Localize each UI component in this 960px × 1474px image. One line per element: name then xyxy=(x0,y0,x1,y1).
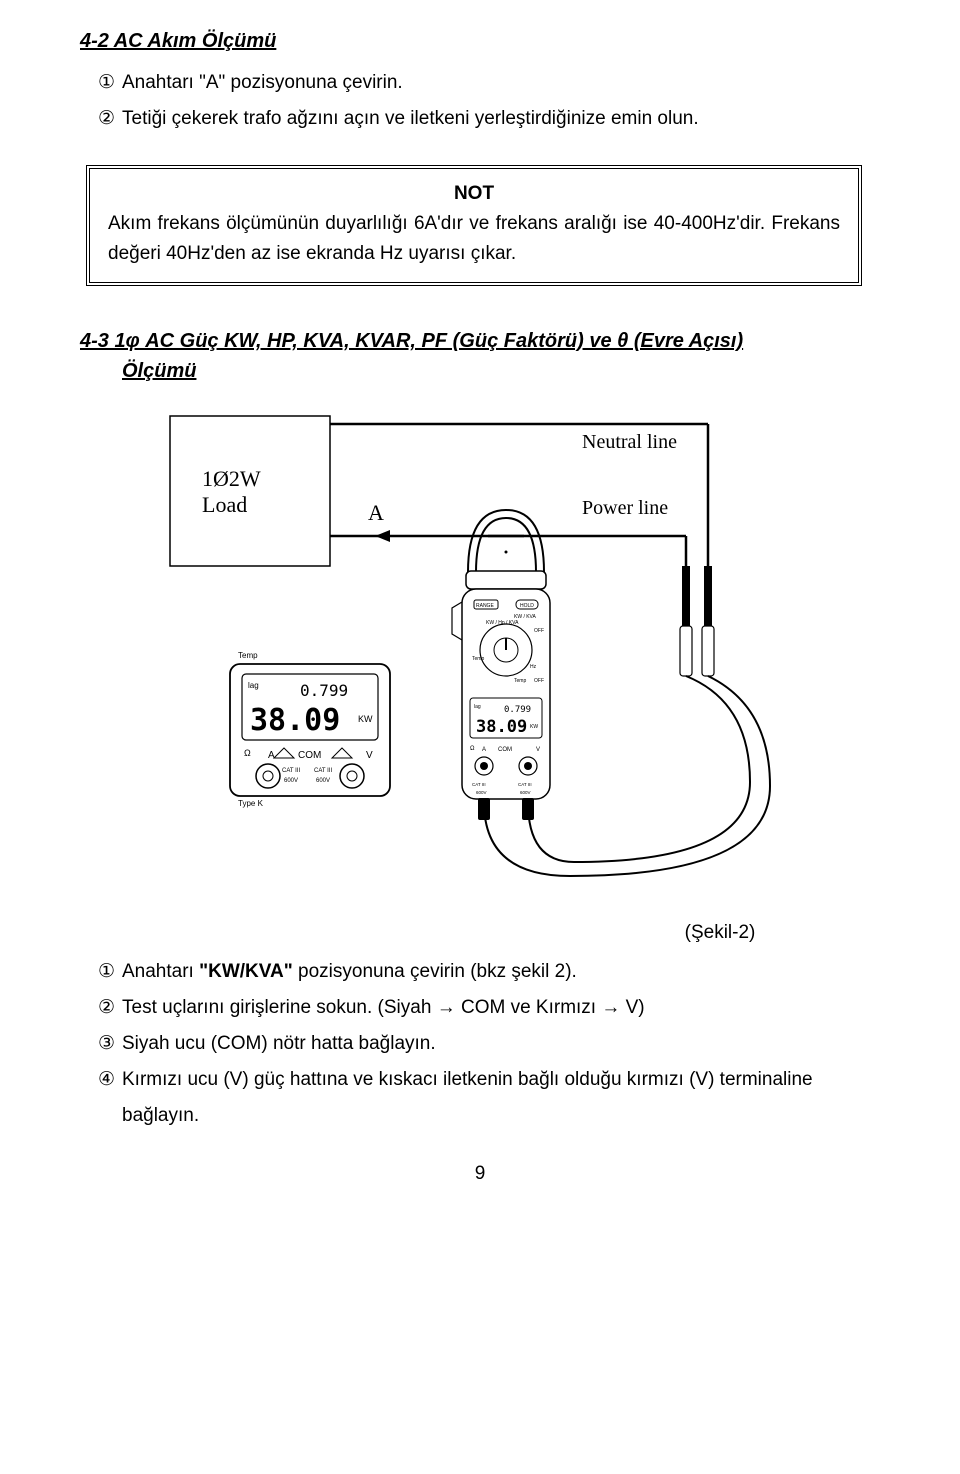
zoom-cat-l: CAT III xyxy=(282,768,300,774)
neutral-label: Neutral line xyxy=(582,431,677,453)
item-marker: ① xyxy=(98,65,115,101)
type-k-label: Type K xyxy=(238,799,264,808)
v-sm: V xyxy=(536,747,540,753)
item-text: Anahtarı "KW/KVA" pozisyonuna çevirin (b… xyxy=(122,961,577,982)
mini-lcd-2: 38.09 xyxy=(476,717,527,737)
zoom-com: COM xyxy=(298,750,321,761)
list-item: ① Anahtarı "A" pozisyonuna çevirin. xyxy=(98,65,880,101)
clamp-jaw xyxy=(466,510,546,589)
section-4-3-list: ① Anahtarı "KW/KVA" pozisyonuna çevirin … xyxy=(80,954,880,1134)
zoom-volt-l: 600V xyxy=(284,778,298,784)
figure-2: 1Ø2W Load Neutral line Power line A RANG… xyxy=(80,406,880,916)
title-line1: 4-3 1φ AC Güç KW, HP, KVA, KVAR, PF (Güç… xyxy=(80,330,743,352)
off-label-sm: OFF xyxy=(534,678,544,684)
zoom-lcd-unit: KW xyxy=(358,714,373,724)
section-4-2-list: ① Anahtarı "A" pozisyonuna çevirin. ② Te… xyxy=(80,65,880,137)
a-sm: A xyxy=(482,747,486,753)
item-marker: ③ xyxy=(98,1026,115,1062)
mini-lcd-1: 0.799 xyxy=(504,705,531,715)
item-text: Tetiği çekerek trafo ağzını açın ve ilet… xyxy=(122,108,699,129)
off-label: OFF xyxy=(534,628,544,634)
zoom-omega: Ω xyxy=(244,748,251,758)
cat-sm-l: CAT III xyxy=(472,782,486,787)
hold-label: HOLD xyxy=(520,603,534,609)
zoom-lcd-1: 0.799 xyxy=(300,681,348,700)
note-body: Akım frekans ölçümünün duyarlılığı 6A'dı… xyxy=(108,209,840,268)
list-item: ④ Kırmızı ucu (V) güç hattına ve kıskacı… xyxy=(98,1062,880,1134)
zoom-a: A xyxy=(268,750,275,761)
zoom-lcd-2: 38.09 xyxy=(250,703,340,738)
section-4-3-title: 4-3 1φ AC Güç KW, HP, KVA, KVAR, PF (Güç… xyxy=(80,326,880,386)
item-text: Kırmızı ucu (V) güç hattına ve kıskacı i… xyxy=(122,1069,813,1126)
page-number: 9 xyxy=(80,1163,880,1185)
load-label-1: 1Ø2W xyxy=(202,466,261,491)
volt-sm-r: 600V xyxy=(520,790,531,795)
volt-sm-l: 600V xyxy=(476,790,487,795)
hz-label: Hz xyxy=(530,664,537,670)
cat-sm-r: CAT III xyxy=(518,782,532,787)
item-text: Test uçlarını girişlerine sokun. (Siyah … xyxy=(122,997,645,1018)
list-item: ① Anahtarı "KW/KVA" pozisyonuna çevirin … xyxy=(98,954,880,990)
load-label-2: Load xyxy=(202,492,247,517)
zoom-lcd-lag: lag xyxy=(248,681,259,690)
item-marker: ② xyxy=(98,101,115,137)
item-marker: ② xyxy=(98,990,115,1026)
clamp-meter-body: RANGE HOLD KW / KVA KW / Hp / KVA OFF Te… xyxy=(452,589,550,799)
temp-label-sm2: Temp xyxy=(514,678,526,684)
omega-sm: Ω xyxy=(470,746,475,752)
zoom-volt-r: 600V xyxy=(316,778,330,784)
section-4-2-title: 4-2 AC Akım Ölçümü xyxy=(80,30,880,53)
list-item: ③ Siyah ucu (COM) nötr hatta bağlayın. xyxy=(98,1026,880,1062)
power-label: Power line xyxy=(582,497,668,519)
temp-label: Temp xyxy=(238,651,258,660)
mini-lcd-unit: KW xyxy=(530,724,538,730)
range-label: RANGE xyxy=(476,603,494,609)
figure-caption: (Şekil-2) xyxy=(560,922,880,944)
title-line2: Ölçümü xyxy=(80,356,880,386)
list-item: ② Test uçlarını girişlerine sokun. (Siya… xyxy=(98,990,880,1026)
list-item: ② Tetiği çekerek trafo ağzını açın ve il… xyxy=(98,101,880,137)
mini-lcd-lag: lag xyxy=(474,704,481,710)
zoom-v: V xyxy=(366,750,373,761)
item-text: Siyah ucu (COM) nötr hatta bağlayın. xyxy=(122,1033,436,1054)
note-title: NOT xyxy=(108,183,840,205)
note-box: NOT Akım frekans ölçümünün duyarlılığı 6… xyxy=(86,165,862,286)
item-marker: ① xyxy=(98,954,115,990)
clamp-meter-diagram: 1Ø2W Load Neutral line Power line A RANG… xyxy=(150,406,810,916)
item-marker: ④ xyxy=(98,1062,115,1098)
item-text: Anahtarı "A" pozisyonuna çevirin. xyxy=(122,72,403,93)
com-sm: COM xyxy=(498,747,512,753)
dial-label: KW / Hp / KVA xyxy=(486,620,519,626)
temp-label-sm: Temp xyxy=(472,656,484,662)
zoom-cat-r: CAT III xyxy=(314,768,332,774)
arrow-a-label: A xyxy=(368,500,384,525)
display-zoom: 0.799 38.09 KW lag Ω A COM V CAT III CAT… xyxy=(230,664,390,796)
